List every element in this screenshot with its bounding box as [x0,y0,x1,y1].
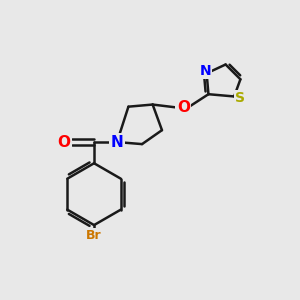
Text: Br: Br [86,229,102,242]
Text: O: O [57,134,70,149]
Text: N: N [111,134,123,149]
Text: O: O [177,100,190,115]
Text: S: S [235,91,245,105]
Text: N: N [199,64,211,78]
